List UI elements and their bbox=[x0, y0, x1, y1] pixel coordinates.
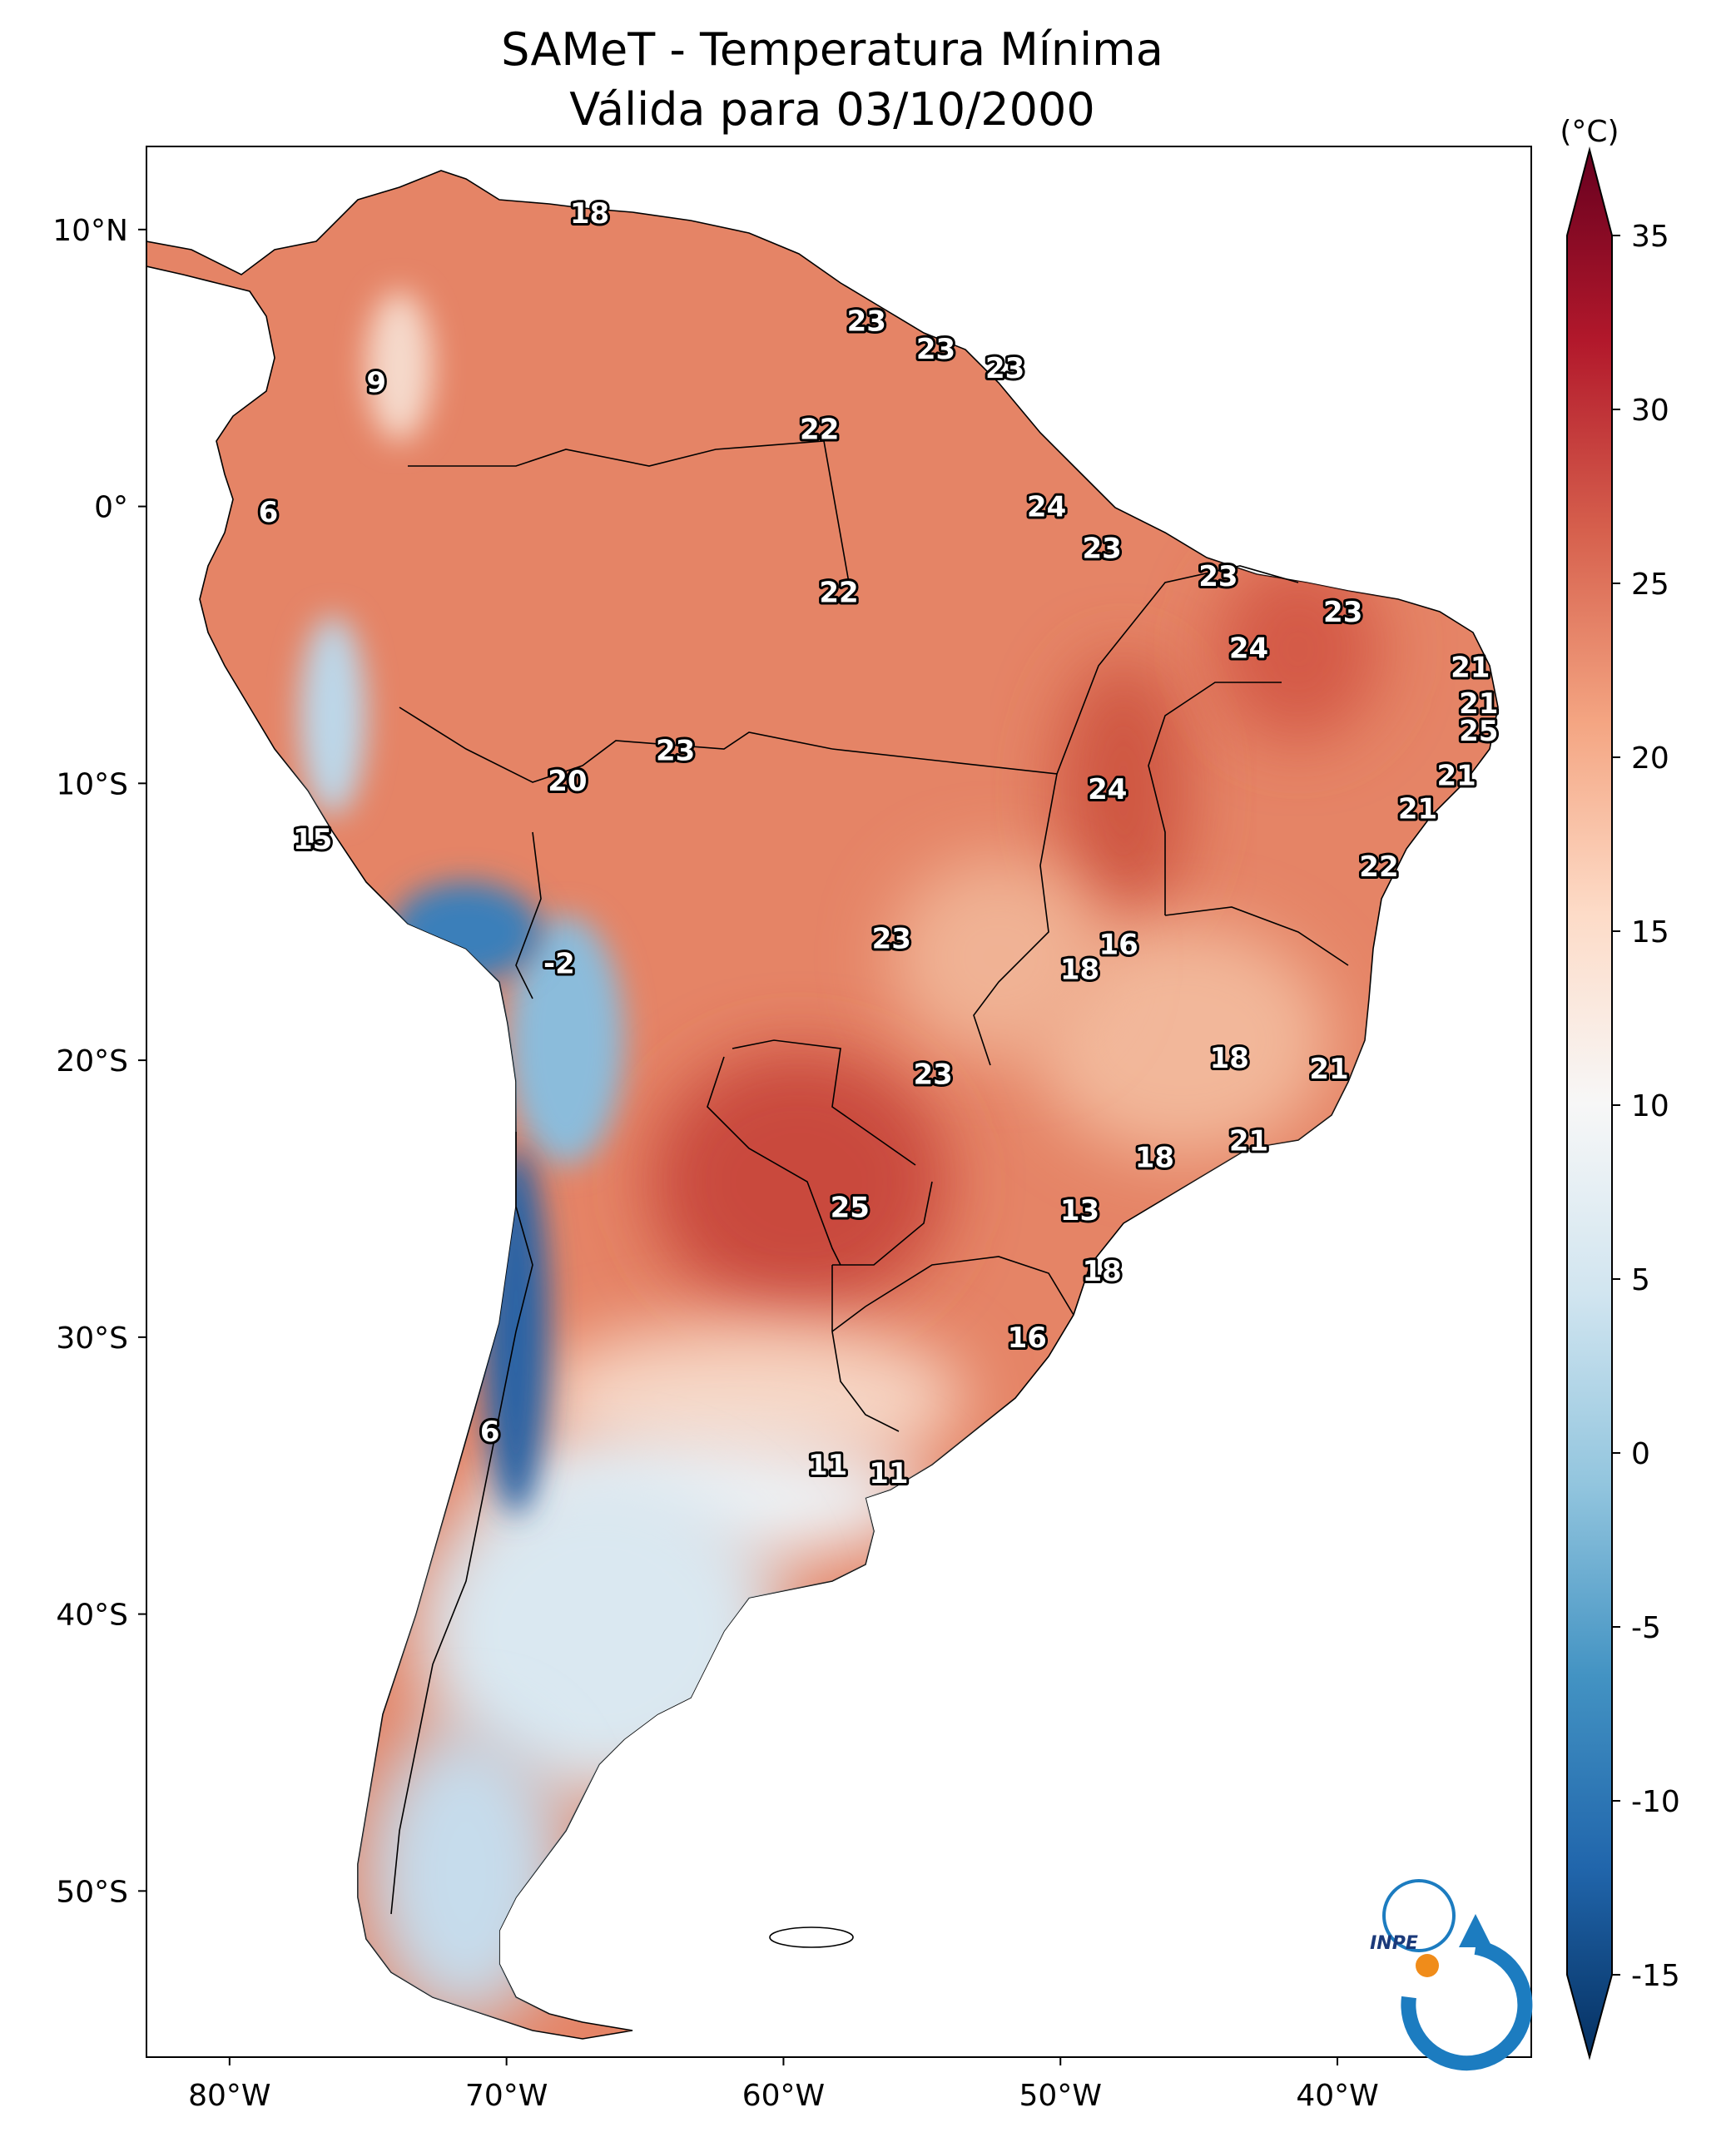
station-value-label: 11 bbox=[869, 1457, 908, 1490]
latitude-tick-label: 50°S bbox=[56, 1875, 128, 1909]
longitude-ticks: 80°W 70°W 60°W 50°W 40°W bbox=[188, 2057, 1379, 2113]
station-value-label: -2 bbox=[543, 948, 575, 981]
latitude-tick-label: 0° bbox=[94, 491, 128, 525]
station-value-label: 23 bbox=[985, 352, 1024, 385]
station-value-label: 23 bbox=[1082, 532, 1121, 565]
station-value-label: 15 bbox=[293, 823, 332, 856]
colorbar-tick-label: 15 bbox=[1631, 915, 1669, 950]
map-frame bbox=[146, 146, 1532, 2058]
latitude-tick-label: 40°S bbox=[56, 1599, 128, 1633]
station-value-label: 25 bbox=[831, 1191, 870, 1224]
colorbar-unit-label: (°C) bbox=[1560, 115, 1619, 149]
station-value-label: 20 bbox=[548, 765, 587, 798]
station-value-label: 22 bbox=[1359, 850, 1398, 884]
colorbar-tick-label: 30 bbox=[1631, 394, 1669, 428]
station-value-label: 18 bbox=[570, 197, 609, 231]
station-value-label: 24 bbox=[1088, 773, 1127, 806]
latitude-tick-label: 10°N bbox=[52, 214, 128, 248]
station-value-label: 16 bbox=[1008, 1321, 1047, 1355]
colorbar-tick-label: 0 bbox=[1631, 1437, 1650, 1471]
station-value-label: 18 bbox=[1082, 1255, 1121, 1288]
logo-text: INPE bbox=[1370, 1933, 1418, 1954]
station-value-label: 23 bbox=[656, 734, 695, 767]
longitude-tick-label: 60°W bbox=[742, 2079, 825, 2113]
station-value-label: 18 bbox=[1060, 953, 1099, 986]
station-value-label: 16 bbox=[1099, 928, 1138, 961]
station-value-label: 24 bbox=[1229, 632, 1268, 665]
station-value-label: 18 bbox=[1210, 1042, 1249, 1075]
temperature-field bbox=[300, 291, 1381, 2022]
station-value-label: 21 bbox=[1398, 792, 1437, 826]
inpe-logo: INPE bbox=[1370, 1879, 1533, 2071]
colorbar-tick-label: 5 bbox=[1631, 1263, 1650, 1297]
colorbar-tick-label: -15 bbox=[1631, 1959, 1680, 1993]
colorbar-tick-label: 10 bbox=[1631, 1089, 1669, 1123]
latitude-tick-label: 20°S bbox=[56, 1044, 128, 1078]
station-value-label: 22 bbox=[819, 577, 858, 610]
colorbar-ticks: 35 30 25 20 15 10 5 0 -5 -10 -15 bbox=[1612, 220, 1680, 1993]
station-value-label: 21 bbox=[1451, 652, 1490, 685]
title-line-2: Válida para 03/10/2000 bbox=[569, 83, 1094, 136]
station-value-label: 9 bbox=[366, 366, 386, 399]
station-value-label: 23 bbox=[847, 305, 886, 339]
falkland-islands bbox=[769, 1926, 854, 1948]
station-value-label: 23 bbox=[1323, 596, 1362, 629]
station-value-label: 24 bbox=[1027, 491, 1066, 524]
latitude-ticks: 10°N 0° 10°S 20°S 30°S 40°S 50°S bbox=[52, 214, 146, 1909]
station-value-label: 21 bbox=[1459, 687, 1498, 721]
longitude-tick-label: 50°W bbox=[1019, 2079, 1102, 2113]
station-value-label: 22 bbox=[800, 413, 839, 446]
colorbar-tick-label: -5 bbox=[1631, 1611, 1661, 1645]
longitude-tick-label: 40°W bbox=[1296, 2079, 1378, 2113]
station-value-label: 21 bbox=[1309, 1053, 1348, 1086]
station-value-label: 21 bbox=[1229, 1125, 1268, 1158]
latitude-tick-label: 30°S bbox=[56, 1321, 128, 1356]
latitude-tick-label: 10°S bbox=[56, 767, 128, 801]
country-borders bbox=[390, 440, 1349, 1915]
station-value-label: 6 bbox=[259, 496, 279, 529]
station-value-label: 21 bbox=[1436, 759, 1476, 792]
colorbar-tick-label: 20 bbox=[1631, 741, 1669, 776]
station-value-label: 23 bbox=[872, 923, 911, 956]
colorbar-tick-label: -10 bbox=[1631, 1785, 1680, 1819]
colorbar-tick-label: 25 bbox=[1631, 568, 1669, 602]
station-value-label: 6 bbox=[480, 1416, 500, 1449]
station-value-label: 23 bbox=[913, 1059, 952, 1092]
station-value-label: 18 bbox=[1135, 1142, 1174, 1175]
colorbar: (°C) 35 30 25 20 15 10 5 0 -5 -10 -15 bbox=[1560, 115, 1680, 2060]
colorbar-tick-label: 35 bbox=[1631, 220, 1669, 254]
longitude-tick-label: 70°W bbox=[465, 2079, 548, 2113]
longitude-tick-label: 80°W bbox=[188, 2079, 270, 2113]
colorbar-body bbox=[1566, 146, 1613, 2060]
station-value-label: 23 bbox=[916, 333, 955, 366]
station-value-label: 13 bbox=[1060, 1194, 1099, 1227]
station-value-label: 23 bbox=[1198, 560, 1238, 593]
station-value-label: 11 bbox=[808, 1449, 847, 1482]
title-line-1: SAMeT - Temperatura Mínima bbox=[501, 23, 1163, 76]
station-value-label: 25 bbox=[1459, 715, 1498, 748]
